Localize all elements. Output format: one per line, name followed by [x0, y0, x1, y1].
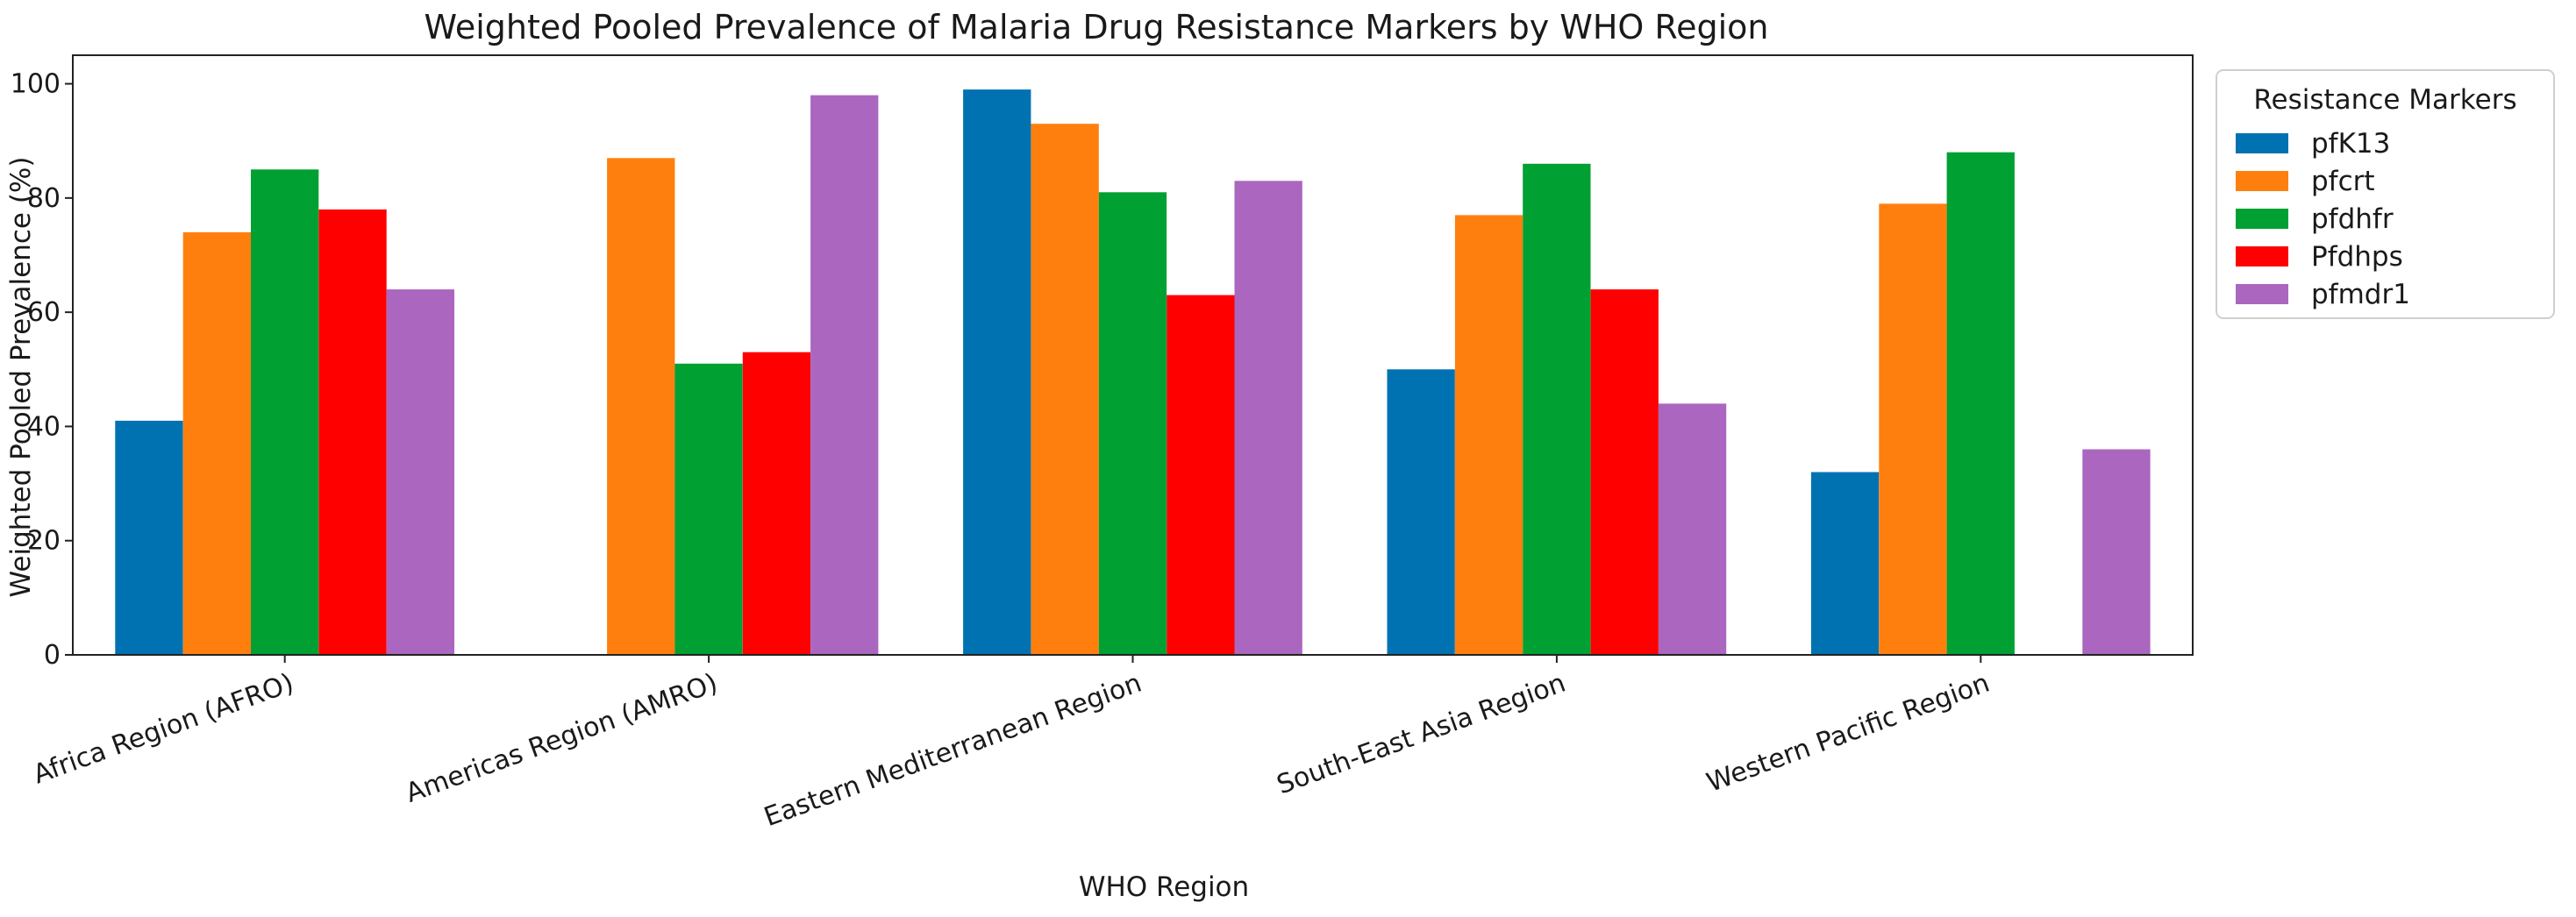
bar-pfdhfr-2	[1098, 192, 1167, 656]
legend-swatch-Pfdhps	[2236, 246, 2288, 267]
legend-label-Pfdhps: Pfdhps	[2311, 241, 2403, 273]
bar-pfmdr1-1	[810, 95, 879, 656]
bar-pfcrt-2	[1031, 124, 1099, 655]
bar-pfmdr1-0	[386, 289, 454, 655]
legend-swatch-pfcrt	[2236, 171, 2288, 191]
bar-pfK13-3	[1387, 369, 1455, 655]
y-tick-label: 80	[27, 183, 61, 214]
bar-pfcrt-3	[1454, 215, 1523, 655]
y-tick-label: 0	[44, 640, 61, 671]
y-tick-label: 40	[27, 411, 61, 442]
bar-pfK13-4	[1810, 472, 1880, 655]
bar-pfdhfr-4	[1946, 152, 2015, 655]
plot-area: 0 20 40 60 80 100 Africa Region (AFRO) Americas…	[11, 54, 2194, 834]
x-tick-label: South-East Asia Region	[1273, 668, 1569, 801]
bar-pfdhfr-3	[1523, 163, 1591, 656]
x-tick-label: Americas Region (AMRO)	[402, 668, 722, 809]
bar-Pfdhps-0	[318, 209, 387, 655]
bar-pfmdr1-2	[1234, 181, 1302, 656]
bar-pfK13-0	[115, 420, 183, 655]
bar-pfdhfr-0	[251, 169, 319, 656]
chart-title: Weighted Pooled Prevalence of Malaria Dr…	[424, 8, 1768, 46]
y-tick-label: 60	[27, 297, 61, 328]
bar-pfdhfr-1	[674, 363, 743, 655]
bar-pfmdr1-3	[1658, 403, 1727, 655]
y-tick-label: 20	[27, 526, 61, 557]
y-tick-label: 100	[11, 69, 61, 100]
bar-pfcrt-0	[182, 231, 251, 655]
legend-swatch-pfmdr1	[2236, 284, 2288, 304]
legend-box	[2216, 69, 2555, 319]
legend-swatch-pfdhfr	[2236, 209, 2288, 229]
bar-pfcrt-4	[1879, 203, 1947, 655]
legend-label-pfdhfr: pfdhfr	[2311, 203, 2394, 235]
legend-label-pfcrt: pfcrt	[2311, 166, 2375, 197]
x-tick-label: Western Pacific Region	[1702, 668, 1994, 799]
bar-pfK13-2	[963, 89, 1031, 656]
bar-pfcrt-1	[607, 158, 675, 656]
legend-label-pfK13: pfK13	[2311, 128, 2390, 160]
bar-Pfdhps-1	[742, 352, 811, 655]
bar-pfmdr1-4	[2082, 449, 2151, 655]
x-tick-label: Eastern Mediterranean Region	[760, 668, 1146, 834]
legend-label-pfmdr1: pfmdr1	[2311, 279, 2410, 310]
y-axis-label: Weighted Pooled Prevalence (%)	[5, 157, 37, 598]
legend-swatch-pfK13	[2236, 133, 2288, 153]
bar-Pfdhps-2	[1167, 295, 1235, 655]
bar-Pfdhps-3	[1590, 289, 1659, 655]
x-axis-label: WHO Region	[1079, 871, 1249, 903]
legend-title: Resistance Markers	[2253, 84, 2516, 116]
x-tick-label: Africa Region (AFRO)	[29, 668, 297, 791]
legend: Resistance Markers pfK13 pfcrt pfdhfr Pfdhps…	[2216, 69, 2555, 319]
